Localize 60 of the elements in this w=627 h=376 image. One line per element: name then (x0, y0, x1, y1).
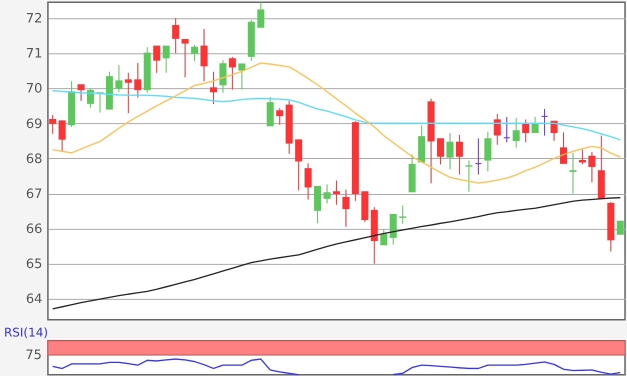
chart-title: RSI(14) (4, 325, 48, 340)
candlestick (295, 139, 302, 191)
text: 75 (25, 348, 42, 363)
line-series (52, 62, 621, 184)
candlestick (332, 180, 340, 206)
candlestick (399, 204, 406, 224)
candlestick (532, 116, 539, 133)
candlestick (276, 108, 284, 126)
y-tick-label: 69 (26, 116, 42, 132)
y-tick-label: 64 (26, 292, 42, 308)
y-tick-label: 67 (26, 186, 42, 202)
candlestick (390, 214, 397, 246)
candlestick (588, 152, 596, 183)
candlestick (49, 114, 56, 134)
candlestick (437, 138, 444, 165)
candlestick (87, 88, 94, 108)
candlestick (494, 113, 501, 146)
y-tick-label: 70 (26, 82, 42, 97)
candlestick (324, 184, 330, 204)
candlestick (380, 228, 388, 246)
candlestick (134, 62, 142, 98)
candlestick (172, 18, 180, 54)
candlestick (191, 44, 198, 62)
candlestick (541, 108, 548, 136)
candlestick (153, 46, 160, 74)
candlestick (182, 38, 189, 78)
y-tick-label: 66 (26, 222, 42, 238)
candlestick (219, 60, 226, 94)
y-tick-label: 65 (26, 257, 42, 272)
line-series (52, 90, 621, 140)
candlestick (78, 84, 85, 102)
y-tick-label: 68 (26, 152, 42, 167)
y-tick-label: 72 (26, 12, 42, 27)
candlestick (58, 120, 66, 152)
candlestick (456, 134, 463, 176)
candlestick (314, 186, 322, 224)
candlestick (522, 118, 530, 143)
y-tick-label: 71 (26, 46, 42, 62)
candlestick (560, 132, 568, 164)
line-series (52, 197, 621, 310)
candlestick (446, 132, 454, 170)
candlestick (162, 46, 170, 74)
candlestick (266, 96, 274, 126)
candlestick (616, 220, 624, 235)
candlestick (512, 118, 520, 148)
candlestick (228, 56, 236, 90)
candlestick (550, 120, 558, 142)
candlestick (503, 116, 510, 143)
candlestick (578, 149, 586, 165)
candlestick (210, 71, 217, 105)
candlestick (474, 138, 482, 176)
candlestick (569, 152, 576, 194)
candlestick (115, 64, 122, 93)
candlestick (257, 2, 264, 28)
candlestick (484, 131, 492, 172)
candlestick (342, 189, 350, 228)
candlestick (238, 64, 246, 90)
candlestick (124, 72, 132, 114)
candlestick (304, 162, 312, 200)
candlestick (200, 28, 208, 82)
